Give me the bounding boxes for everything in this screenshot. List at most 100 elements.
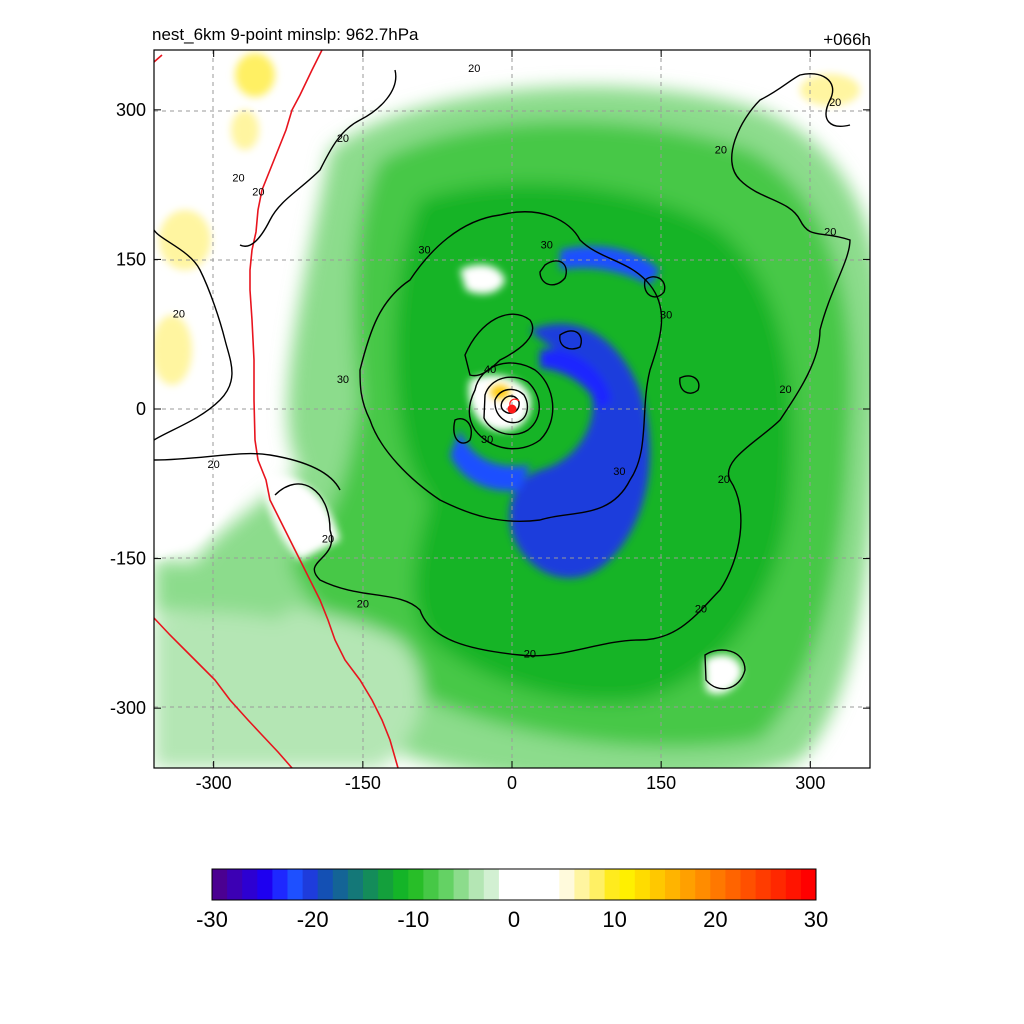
contour-label: 20: [232, 173, 244, 185]
colorbar-swatch: [242, 869, 258, 900]
x-axis: -300 -150 0 150 300: [196, 50, 825, 793]
y-tick-label: -300: [110, 698, 146, 718]
contour-label: 20: [173, 308, 185, 320]
colorbar-swatch: [619, 869, 636, 900]
y-tick-label: -150: [110, 549, 146, 569]
contour-label: 20: [468, 63, 480, 75]
colorbar-swatch: [589, 869, 606, 900]
colorbar-swatch: [544, 869, 560, 900]
colorbar-swatch: [665, 869, 681, 900]
contour-core: [500, 395, 520, 414]
y-axis: 300 150 0 -150 -300: [110, 100, 870, 718]
contour-label: 20: [829, 97, 841, 109]
colorbar-swatch: [498, 869, 515, 900]
colorbar-swatch: [680, 869, 696, 900]
colorbar-tick-label: -10: [397, 907, 429, 932]
plot-area: 20 20 20 20 20 20 20 20 20 20 20 20 20 20 20 30 30 30 30 30…: [154, 50, 870, 768]
contour-label: 30: [541, 239, 553, 251]
x-tick-label: 0: [507, 773, 517, 793]
forecast-hour-label: +066h: [823, 30, 871, 49]
plot-title: nest_6km 9-point minslp: 962.7hPa: [152, 25, 419, 44]
colorbar-swatch: [785, 869, 802, 900]
contours: [154, 69, 851, 690]
colorbar-swatch: [800, 869, 817, 900]
contour-label: 20: [322, 534, 334, 546]
colorbar-swatch: [287, 869, 304, 900]
x-tick-label: 300: [795, 773, 825, 793]
colorbar-tick-label: -20: [297, 907, 329, 932]
colorbar-swatch: [755, 869, 772, 900]
colorbar-swatch: [710, 869, 726, 900]
colorbar-swatch: [302, 869, 319, 900]
y-tick-label: 150: [116, 249, 146, 269]
contour-40-outer: [468, 362, 554, 450]
colorbar-swatch: [227, 869, 243, 900]
colorbar-swatch: [695, 869, 711, 900]
yellow-patches: [154, 53, 860, 399]
contour-label: 20: [357, 598, 369, 610]
contour-20-left: [154, 229, 233, 441]
contour-30-ring: [559, 330, 582, 350]
colorbar-swatch: [408, 869, 424, 900]
contour-30-ring: [704, 649, 746, 690]
colorbar-swatch: [272, 869, 288, 900]
colorbar-swatch: [332, 869, 349, 900]
contour-label: 20: [524, 648, 536, 660]
contour-label: 20: [779, 384, 791, 396]
colorbar-swatch: [740, 869, 757, 900]
contour-30: [359, 211, 663, 522]
colorbar-swatch: [574, 869, 590, 900]
colorbar-frame: [211, 868, 817, 901]
colorbar-swatch: [423, 869, 439, 900]
contour-label: 30: [660, 309, 672, 321]
storm-center-marker: [507, 398, 520, 414]
y-tick-label: 0: [136, 399, 146, 419]
colorbar: -30 -20 -10 0 10 20 30: [196, 868, 828, 932]
y-tick-label: 300: [116, 100, 146, 120]
colorbar-swatch: [317, 869, 334, 900]
contour-label: 40: [484, 364, 496, 376]
coastline-segment: [154, 50, 399, 768]
contour-label: 20: [695, 603, 707, 615]
contour-20-outer: [274, 73, 851, 657]
colorbar-swatch: [529, 869, 545, 900]
contour-label: 30: [481, 434, 493, 446]
colorbar-swatch: [514, 869, 530, 900]
colorbar-swatch: [363, 869, 379, 900]
colorbar-swatch: [770, 869, 787, 900]
colorbar-swatch: [725, 869, 741, 900]
coastline-segment: [154, 617, 293, 768]
colorbar-swatch: [438, 869, 455, 900]
colorbar-tick-label: 20: [703, 907, 727, 932]
colorbar-swatch: [212, 869, 228, 900]
blue-band: [450, 246, 660, 579]
coastline: [154, 50, 399, 768]
colorbar-swatch: [559, 869, 575, 900]
colorbar-swatch: [604, 869, 621, 900]
colorbar-swatch: [378, 869, 394, 900]
colorbar-swatch: [634, 869, 651, 900]
colorbar-swatch: [468, 869, 485, 900]
contour-label: 20: [718, 474, 730, 486]
colorbar-swatch: [347, 869, 364, 900]
colorbar-tick-label: 0: [508, 907, 520, 932]
contour-label: 20: [208, 459, 220, 471]
contour-labels: 20 20 20 20 20 20 20 20 20 20 20 20 20 20 20 30 30 30 30 30…: [173, 63, 842, 660]
colorbar-tick-label: 10: [602, 907, 626, 932]
x-tick-label: 150: [646, 773, 676, 793]
colorbar-tick-label: -30: [196, 907, 228, 932]
contour-30-ring: [679, 375, 700, 394]
contour-label: 30: [613, 466, 625, 478]
colorbar-swatch: [257, 869, 273, 900]
colorbar-tick-label: 30: [804, 907, 828, 932]
contour-30-ring: [539, 260, 567, 286]
contour-label: 20: [824, 226, 836, 238]
colorbar-swatch: [453, 869, 470, 900]
colorbar-swatch: [483, 869, 500, 900]
contour-label: 20: [252, 187, 264, 199]
contour-label: 20: [337, 133, 349, 145]
colorbar-swatch: [393, 869, 409, 900]
contour-label: 20: [715, 145, 727, 157]
x-tick-label: -300: [196, 773, 232, 793]
contour-30-ring: [453, 418, 472, 444]
